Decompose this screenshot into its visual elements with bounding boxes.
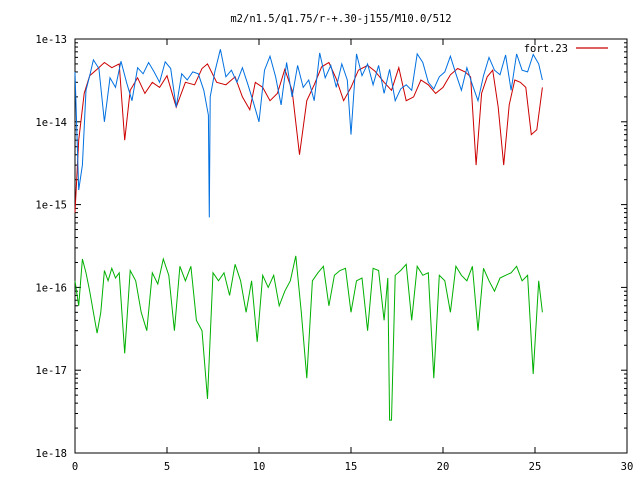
- series-line-2: [74, 49, 543, 218]
- y-tick-label: 1e-15: [35, 200, 67, 212]
- x-tick-label: 5: [164, 461, 170, 473]
- x-tick-label: 20: [437, 461, 450, 473]
- plot-frame: [74, 38, 628, 454]
- legend-label-fort23: fort.23: [524, 43, 568, 55]
- series-layer: [74, 49, 543, 421]
- x-tick-label: 10: [253, 461, 266, 473]
- x-tick-label: 15: [345, 461, 358, 473]
- y-tick-label: 1e-14: [35, 117, 67, 129]
- chart-title: m2/n1.5/q1.75/r-+.30-j155/M10.0/512: [230, 13, 451, 25]
- legend: fort.23: [524, 43, 608, 55]
- series-line-3: [74, 255, 543, 421]
- x-tick-label: 25: [529, 461, 542, 473]
- x-tick-label: 0: [72, 461, 78, 473]
- y-tick-label: 1e-13: [35, 34, 67, 46]
- axis-ticks: 0 5 10 15 20 25 30 1e-18 1e-17 1e-16 1e-15 1e-14 1e-…: [35, 34, 633, 473]
- x-tick-label: 30: [621, 461, 634, 473]
- y-tick-label: 1e-18: [35, 448, 67, 460]
- y-tick-label: 1e-16: [35, 282, 67, 294]
- y-tick-label: 1e-17: [35, 365, 67, 377]
- series-line-1: [74, 61, 543, 213]
